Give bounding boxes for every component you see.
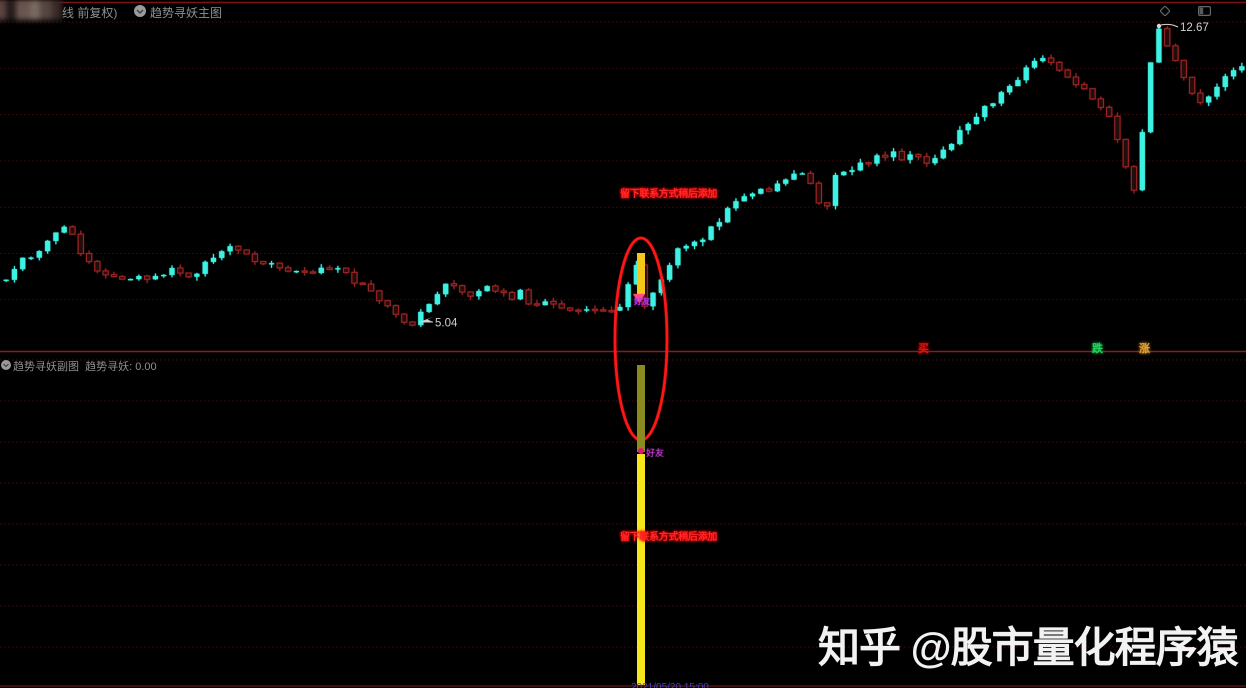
svg-text:好友: 好友 (646, 447, 664, 458)
svg-text:好友: 好友 (633, 296, 650, 306)
svg-text:5.04: 5.04 (435, 318, 458, 330)
svg-text:12.67: 12.67 (1180, 22, 1209, 34)
